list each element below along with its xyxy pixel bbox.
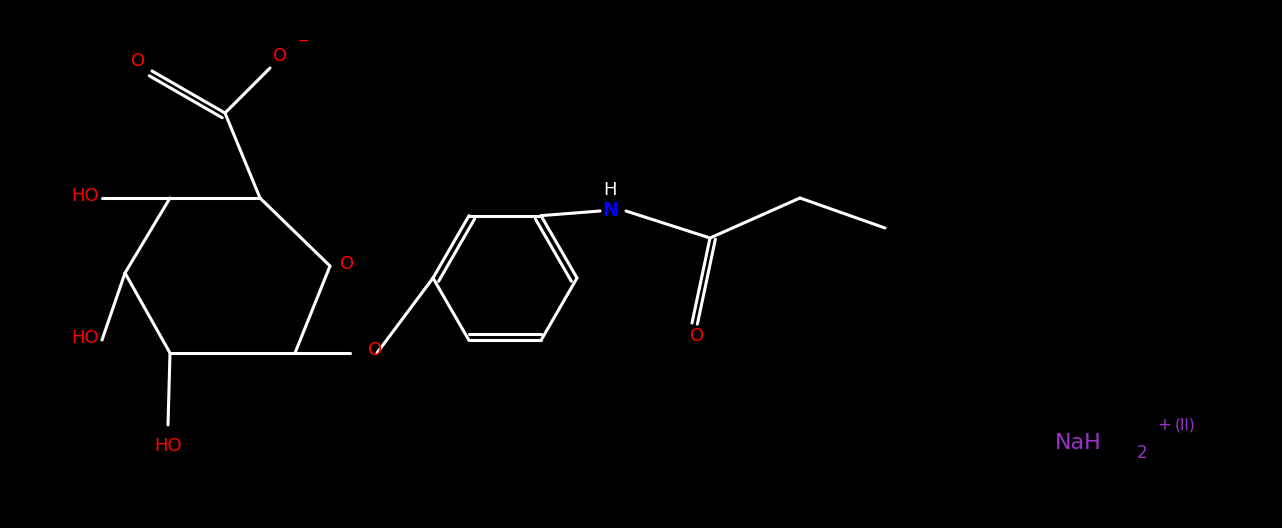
Text: 2: 2 [1137, 444, 1147, 462]
Text: N: N [601, 202, 618, 221]
Text: HO: HO [72, 329, 99, 347]
Text: +: + [1156, 416, 1170, 434]
Text: HO: HO [72, 187, 99, 205]
Text: H: H [604, 181, 617, 199]
Text: O: O [340, 255, 354, 273]
Text: HO: HO [154, 437, 182, 455]
Text: O: O [368, 341, 382, 359]
Text: O: O [131, 52, 145, 70]
Text: O: O [690, 327, 704, 345]
Text: −: − [297, 34, 309, 48]
Text: (II): (II) [1176, 418, 1196, 432]
Text: O: O [273, 47, 287, 65]
Text: NaH: NaH [1055, 433, 1101, 453]
